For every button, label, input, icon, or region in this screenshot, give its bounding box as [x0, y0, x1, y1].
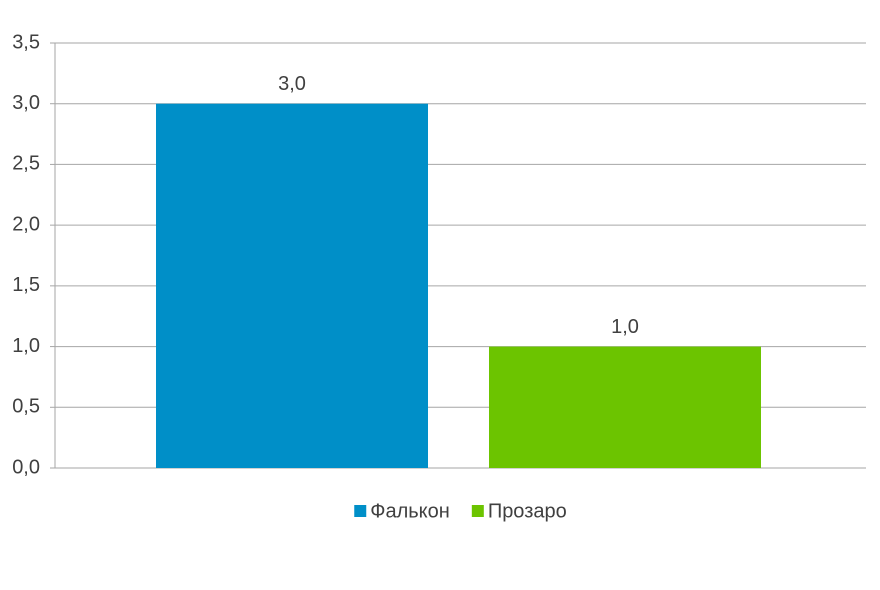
y-tick-label: 3,0: [12, 92, 40, 114]
legend-swatch: [354, 505, 367, 517]
legend-label: Фалькон: [370, 500, 450, 522]
bar: [489, 346, 761, 468]
legend-label: Прозаро: [488, 500, 567, 522]
data-label: 1,0: [611, 316, 639, 338]
data-label: 3,0: [278, 73, 306, 95]
y-tick-label: 0,0: [12, 456, 40, 478]
y-tick-label: 3,5: [12, 31, 40, 53]
legend-swatch: [471, 505, 484, 517]
y-tick-label: 1,0: [12, 335, 40, 357]
y-tick-label: 2,5: [12, 153, 40, 175]
y-tick-label: 1,5: [12, 274, 40, 296]
y-tick-label: 2,0: [12, 213, 40, 235]
y-tick-label: 0,5: [12, 396, 40, 418]
bar: [156, 103, 428, 468]
